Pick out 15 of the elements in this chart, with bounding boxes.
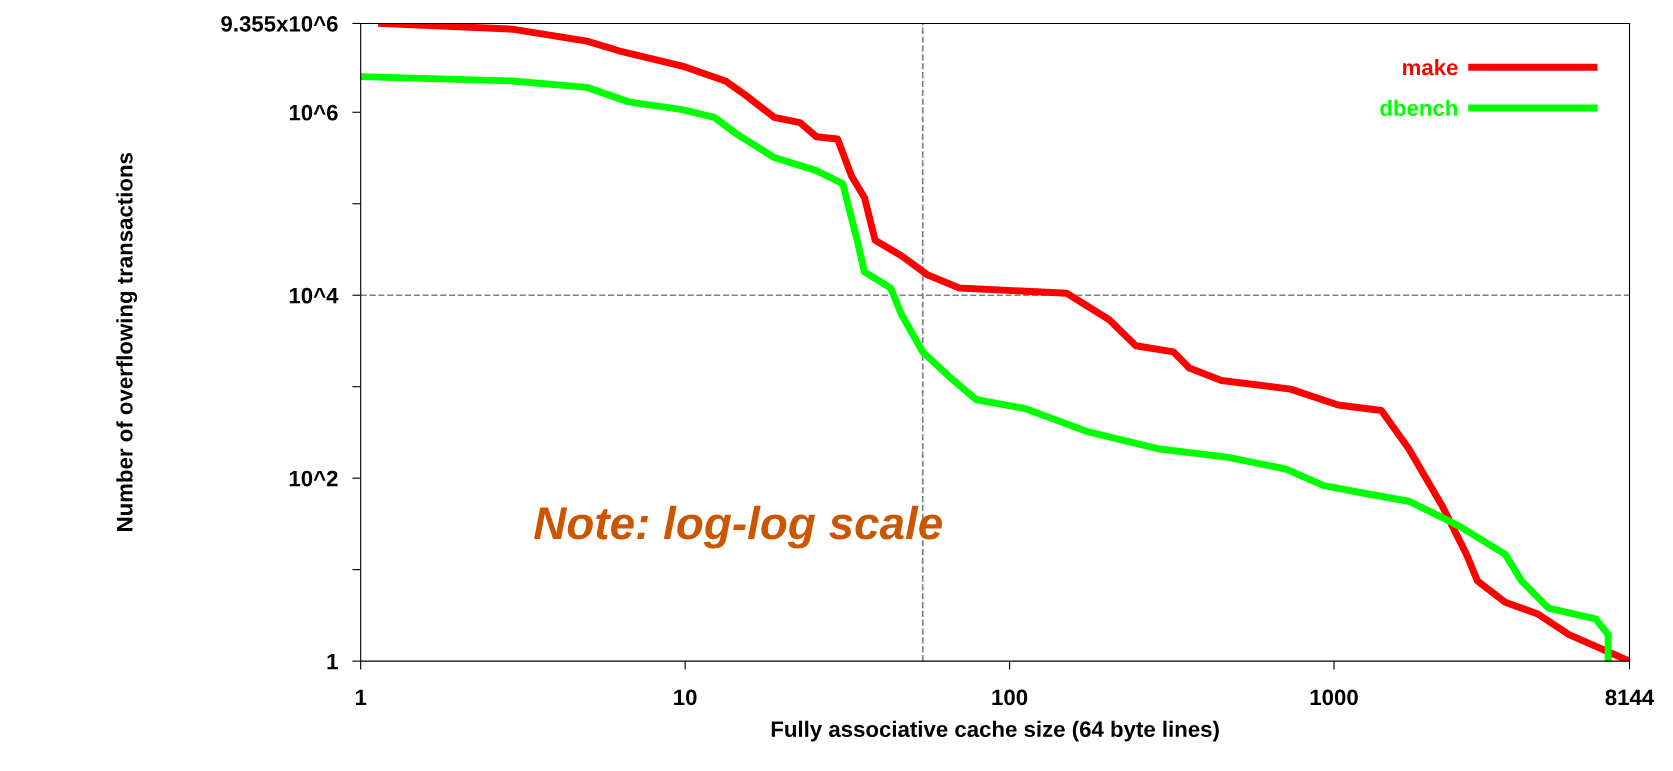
x-axis-title: Fully associative cache size (64 byte lines) [771,720,1219,742]
x-tick-label: 10 [674,689,697,706]
y-tick-label: 10^4 [289,287,339,304]
x-tick-label: 1 [355,689,367,706]
text: make [1403,58,1458,76]
annotation: Note: log-log scale [534,505,942,549]
text: dbench [1380,99,1458,117]
y-tick-label: 1 [327,653,338,670]
y-tick-label: 10^6 [289,104,338,121]
x-tick-label: 1000 [1310,689,1358,706]
x-tick-label: 8144 [1605,689,1655,706]
y-tick-label: 10^2 [289,470,338,487]
x-tick-label: 100 [992,689,1028,706]
y-axis-title: Number of overflowing transactions [116,153,138,531]
y-tick-label: 9.355x10^6 [221,15,338,32]
